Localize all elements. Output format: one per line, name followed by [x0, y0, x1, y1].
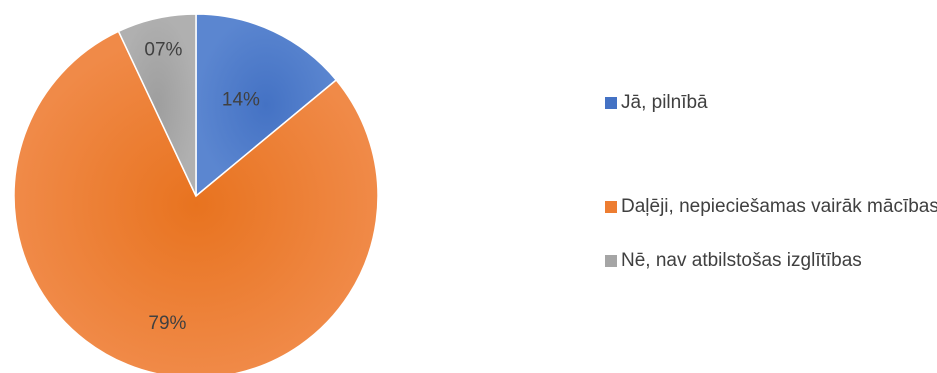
- legend-item-daleji: Daļēji, nepieciešamas vairāk mācības: [605, 194, 937, 220]
- legend-swatch-orange-icon: [605, 201, 617, 213]
- pie-slice-1: [13, 30, 379, 373]
- legend-label: Jā, pilnībā: [621, 92, 708, 113]
- pie-slice-0: [195, 13, 338, 198]
- legend-swatch-blue-icon: [605, 97, 617, 109]
- slice-data-label-1: 79%: [148, 313, 186, 334]
- legend: Jā, pilnībā Daļēji, nepieciešamas vairāk…: [605, 0, 937, 373]
- legend-item-ja-pilniba: Jā, pilnībā: [605, 90, 937, 116]
- slice-data-label-2: 07%: [144, 39, 182, 60]
- legend-label: Daļēji, nepieciešamas vairāk mācības: [621, 196, 937, 217]
- legend-label: Nē, nav atbilstošas izglītības: [621, 250, 862, 271]
- legend-item-ne: Nē, nav atbilstošas izglītības: [605, 248, 937, 274]
- legend-swatch-gray-icon: [605, 255, 617, 267]
- slice-data-label-0: 14%: [222, 90, 260, 111]
- pie-slice-2: [117, 13, 197, 197]
